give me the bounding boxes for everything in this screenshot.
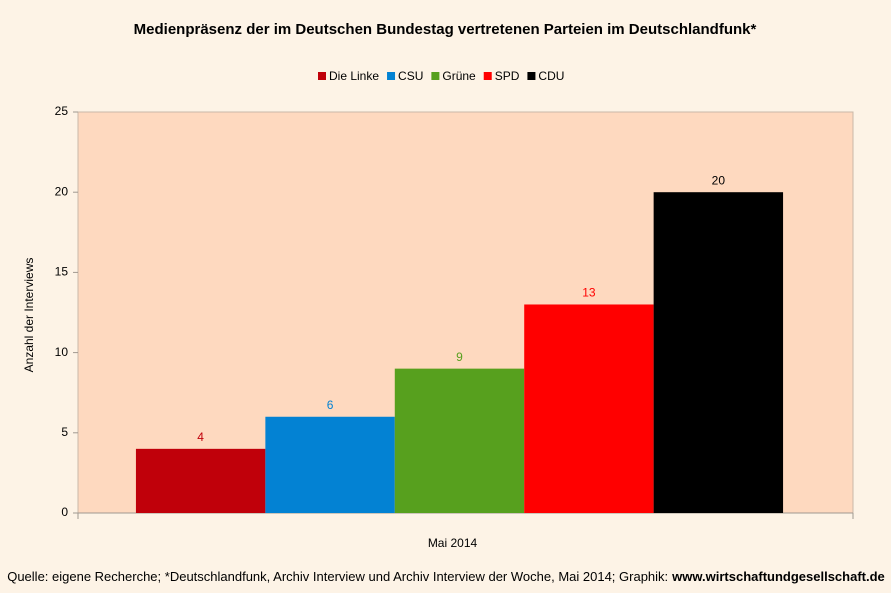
legend-swatch: [527, 72, 536, 80]
legend-swatch: [483, 72, 492, 80]
legend-swatch: [387, 72, 396, 80]
value-label: 20: [712, 173, 726, 187]
y-axis-label: Anzahl der Interviews: [22, 258, 36, 373]
legend-label: CDU: [538, 69, 564, 83]
value-label: 13: [582, 286, 596, 300]
legend-swatch: [318, 72, 326, 80]
legend-swatch: [431, 72, 440, 80]
source: Quelle: eigene Recherche; *Deutschlandfu…: [7, 569, 885, 584]
legend-label: Grüne: [442, 69, 476, 83]
bar: [265, 416, 395, 513]
legend-label: CSU: [398, 69, 423, 83]
bar: [653, 192, 784, 513]
bar: [524, 304, 654, 513]
y-tick-label: 15: [55, 265, 69, 279]
legend-label: Die Linke: [329, 69, 379, 83]
chart-title: Medienpräsenz der im Deutschen Bundestag…: [134, 21, 757, 38]
y-tick-label: 5: [61, 425, 68, 439]
source-link: www.wirtschaftundgesellschaft.de: [671, 569, 885, 584]
value-label: 4: [197, 430, 204, 444]
legend-label: SPD: [495, 69, 520, 83]
source-text: Quelle: eigene Recherche; *Deutschlandfu…: [7, 569, 668, 584]
bar: [135, 448, 266, 513]
value-label: 6: [327, 398, 334, 412]
y-tick-label: 25: [55, 104, 69, 118]
y-tick-label: 10: [55, 345, 69, 359]
y-tick-label: 20: [55, 184, 69, 198]
y-tick-label: 0: [61, 505, 68, 519]
value-label: 9: [456, 350, 463, 364]
bar: [394, 368, 525, 513]
x-tick-label: Mai 2014: [428, 536, 478, 550]
